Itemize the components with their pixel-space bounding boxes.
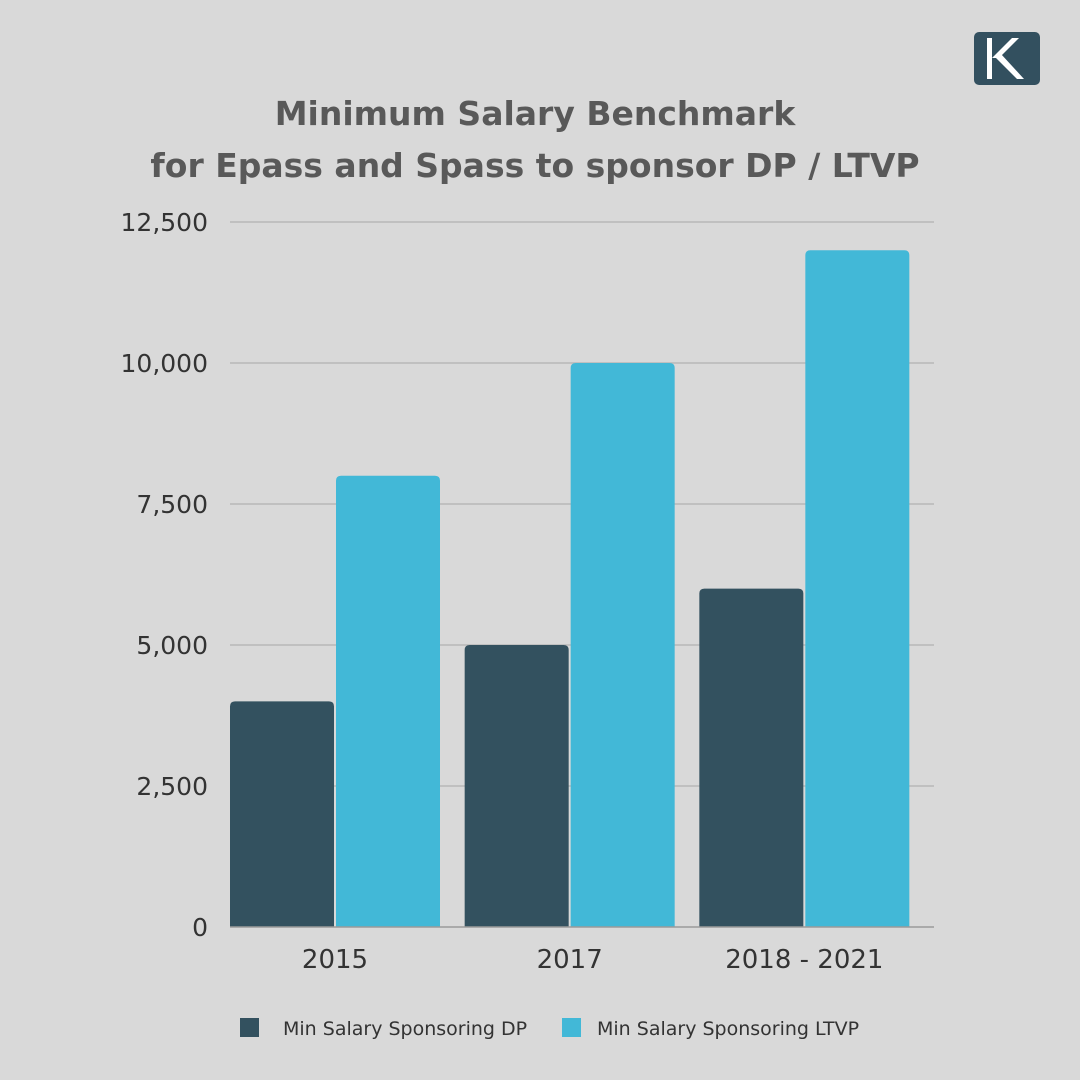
y-tick-label: 0 <box>192 913 208 942</box>
bar-ltvp <box>805 250 910 927</box>
x-tick-label: 2018 - 2021 <box>725 945 883 975</box>
bar-dp <box>230 701 334 927</box>
chart-title: Minimum Salary Benchmark for Epass and S… <box>0 88 1070 192</box>
y-tick-label: 12,500 <box>121 208 208 237</box>
y-tick-label: 2,500 <box>136 772 208 801</box>
bar-ltvp <box>570 363 675 927</box>
y-tick-label: 7,500 <box>136 490 208 519</box>
bar-dp <box>464 645 569 927</box>
x-tick-label: 2017 <box>537 945 603 975</box>
bar-dp <box>699 588 804 927</box>
y-tick-label: 10,000 <box>121 349 208 378</box>
chart-title-line-1: Minimum Salary Benchmark <box>274 94 796 133</box>
x-tick-label: 2015 <box>302 945 368 975</box>
chart-title-line-2: for Epass and Spass to sponsor DP / LTVP <box>150 146 920 185</box>
bar-ltvp <box>336 475 440 927</box>
legend-swatch-ltvp <box>562 1018 581 1037</box>
legend-label: Min Salary Sponsoring DP <box>283 1018 527 1040</box>
legend-swatch-dp <box>240 1018 259 1037</box>
legend-label: Min Salary Sponsoring LTVP <box>597 1018 859 1040</box>
y-tick-label: 5,000 <box>136 631 208 660</box>
k-logo-icon <box>974 32 1040 85</box>
